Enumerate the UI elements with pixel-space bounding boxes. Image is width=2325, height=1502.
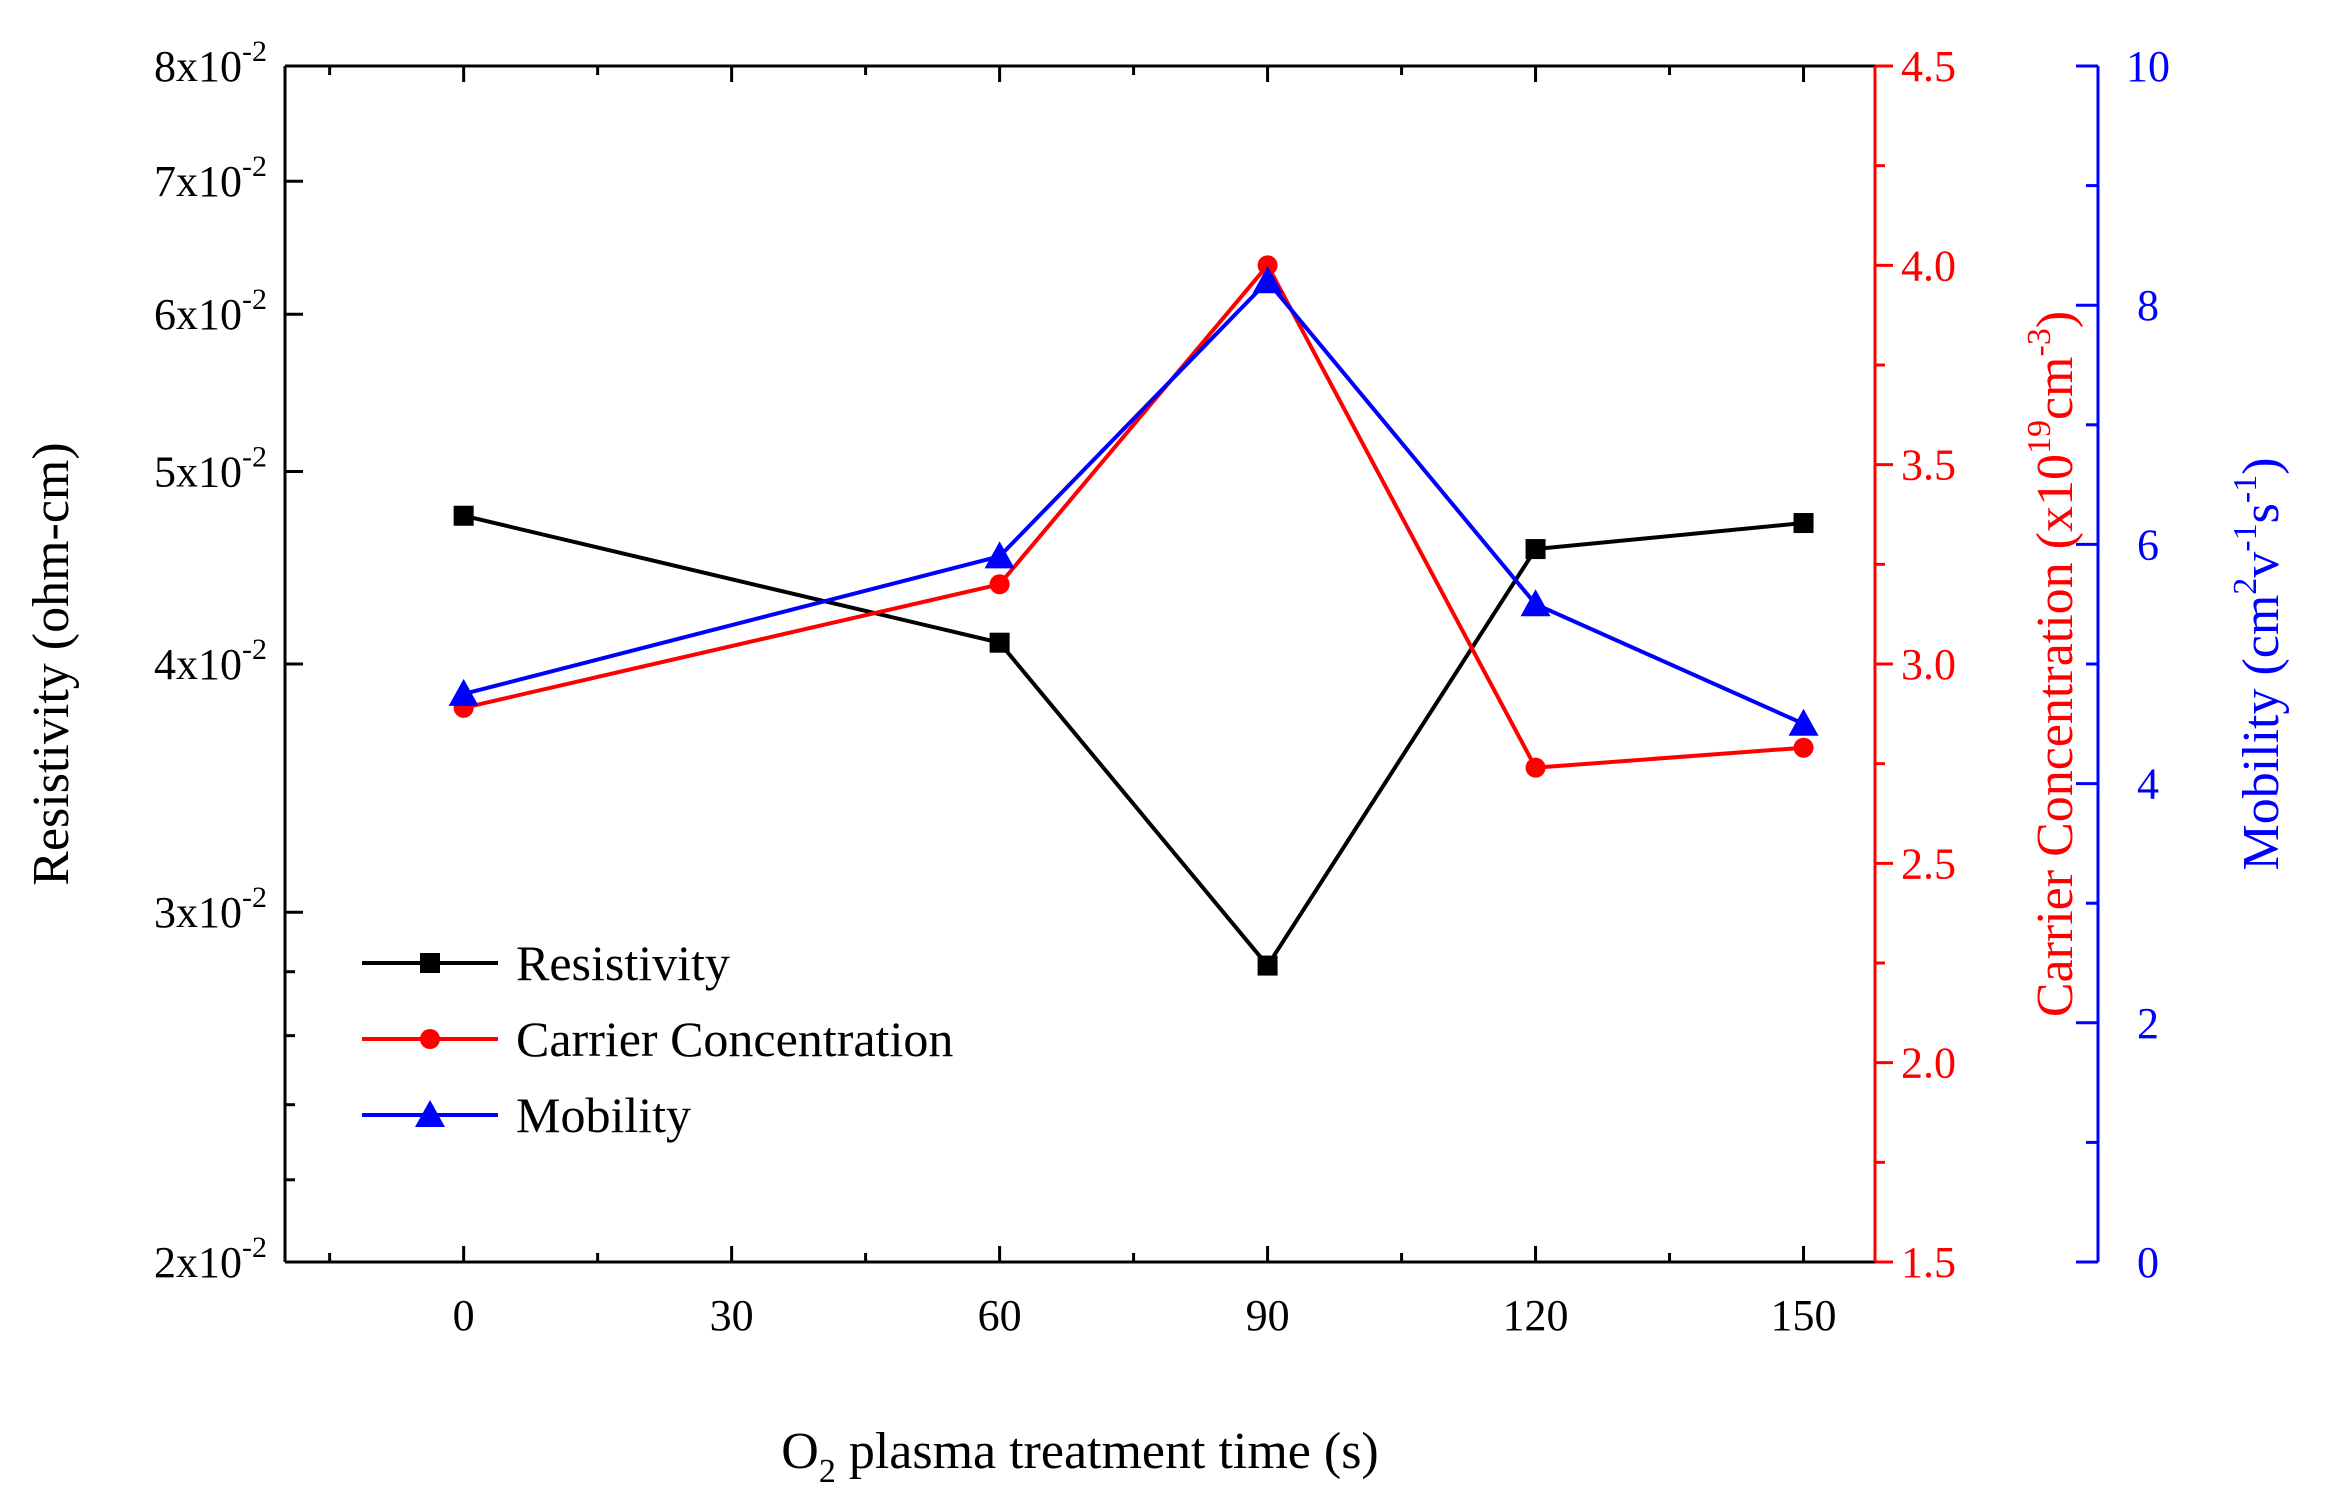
y-left-tick-exponent: -2 (242, 150, 267, 183)
x-tick-label: 30 (710, 1291, 754, 1340)
y-right2-axis-title-part: v (2233, 552, 2290, 578)
y-right1-tick-label: 2.0 (1901, 1039, 1956, 1088)
y-right2-axis-title-superscript: 2 (2227, 578, 2264, 595)
x-tick-label: 150 (1771, 1291, 1837, 1340)
series-line-resistivity (463, 513, 1804, 969)
y-left-tick-exponent: -2 (242, 633, 267, 666)
y-right2-axis-title-part: ) (2233, 457, 2290, 474)
series-mobility (448, 266, 1819, 736)
y-left-tick-exponent: -2 (242, 881, 267, 914)
legend-label-mobility: Mobility (516, 1087, 691, 1143)
y-right1-axis-title-superscript: -3 (2021, 328, 2058, 356)
x-tick-label: 0 (453, 1291, 475, 1340)
legend-marker-mobility (415, 1100, 445, 1127)
x-tick-label: 90 (1246, 1291, 1290, 1340)
y-right2-tick-label: 8 (2137, 281, 2159, 330)
series-line-carrier-concentration (463, 261, 1804, 770)
y-right1-tick-label: 3.5 (1901, 441, 1956, 490)
y-right1-tick-label: 1.5 (1901, 1238, 1956, 1287)
x-axis-title-part: O (781, 1423, 819, 1480)
series-resistivity (453, 505, 1814, 976)
y-right2-tick-label: 2 (2137, 999, 2159, 1048)
data-point-carrier-concentration (1525, 757, 1546, 778)
data-point-carrier-concentration (1793, 737, 1814, 758)
x-tick-label: 60 (978, 1291, 1022, 1340)
y-right1-axis: 1.5 2.0 2.5 3.0 3.5 4.0 4.5 Carrier Concentrati… (1873, 42, 2084, 1287)
y-right1-axis-title-superscript: 19 (2021, 420, 2058, 454)
y-left-tick-base: 5x10 (154, 447, 242, 496)
y-left-tick-exponent: -2 (242, 1231, 267, 1264)
x-axis-title-subscript: 2 (819, 1453, 836, 1490)
legend-marker-carrier-concentration (420, 1029, 440, 1049)
y-left-tick-base: 7x10 (154, 157, 242, 206)
y-left-axis: 2x10-23x10-24x10-25x10-26x10-27x10-28x10… (23, 35, 303, 1287)
y-left-tick-base: 2x10 (154, 1238, 242, 1287)
y-left-tick-base: 8x10 (154, 42, 242, 91)
y-right1-tick-label: 3.0 (1901, 640, 1956, 689)
y-right2-axis-title: Mobility (cm2v-1s-1) (2227, 457, 2290, 870)
y-right2-tick-label: 4 (2137, 760, 2159, 809)
data-point-resistivity (1257, 955, 1278, 976)
y-right2-axis-title-superscript: -1 (2227, 475, 2264, 503)
y-right2-tick-label: 10 (2126, 42, 2170, 91)
data-point-resistivity (453, 505, 474, 526)
y-right2-axis-title-part: s (2233, 503, 2290, 523)
x-axis-title-part: plasma treatment time (s) (836, 1423, 1379, 1480)
y-left-tick-label: 4x10-2 (154, 633, 267, 689)
data-point-mobility (1520, 589, 1551, 617)
data-point-carrier-concentration (1257, 255, 1278, 276)
data-point-resistivity (1793, 513, 1814, 534)
legend-label-carrier-concentration: Carrier Concentration (516, 1011, 953, 1067)
y-right1-axis-title-part: cm (2027, 356, 2084, 420)
data-point-mobility (1788, 708, 1819, 736)
data-point-carrier-concentration (989, 574, 1010, 595)
y-right1-axis-title: Carrier Concentration (x1019cm-3) (2021, 311, 2084, 1017)
data-point-mobility (984, 541, 1015, 569)
y-right2-axis-title-part: Mobility (cm (2233, 595, 2290, 871)
y-left-tick-label: 5x10-2 (154, 440, 267, 496)
y-left-tick-label: 6x10-2 (154, 283, 267, 339)
y-right2-tick-label: 6 (2137, 520, 2159, 569)
y-right2-axis-title-superscript: -1 (2227, 523, 2264, 551)
y-left-axis-title: Resistivity (ohm-cm) (23, 442, 80, 885)
y-right1-tick-label: 2.5 (1901, 839, 1956, 888)
y-left-tick-exponent: -2 (242, 283, 267, 316)
x-axis: 0 30 60 90 120 150 (328, 66, 1837, 1340)
y-right1-tick-label: 4.5 (1901, 42, 1956, 91)
data-point-mobility (1252, 266, 1283, 294)
y-left-tick-label: 2x10-2 (154, 1231, 267, 1287)
x-axis-title: O2 plasma treatment time (s) (781, 1423, 1379, 1490)
y-left-tick-exponent: -2 (242, 440, 267, 473)
y-left-tick-label: 8x10-2 (154, 35, 267, 91)
series-line-mobility (463, 278, 1805, 726)
data-point-resistivity (989, 632, 1010, 653)
y-right1-axis-title-part: ) (2027, 311, 2084, 328)
legend-marker-resistivity (420, 953, 440, 973)
y-left-tick-base: 3x10 (154, 888, 242, 937)
y-left-tick-exponent: -2 (242, 35, 267, 68)
y-right1-axis-title-part: Carrier Concentration (x10 (2027, 454, 2084, 1017)
data-point-mobility (448, 678, 479, 706)
y-right1-tick-label: 4.0 (1901, 241, 1956, 290)
y-left-tick-base: 6x10 (154, 290, 242, 339)
y-left-tick-label: 3x10-2 (154, 881, 267, 937)
legend: Resistivity Carrier Concentration Mobility (362, 935, 953, 1143)
series-carrier-concentration (453, 255, 1814, 778)
y-right2-tick-label: 0 (2137, 1238, 2159, 1287)
legend-label-resistivity: Resistivity (516, 935, 730, 991)
y-left-tick-label: 7x10-2 (154, 150, 267, 206)
data-point-resistivity (1525, 539, 1546, 560)
y-left-tick-base: 4x10 (154, 640, 242, 689)
x-tick-label: 120 (1503, 1291, 1569, 1340)
